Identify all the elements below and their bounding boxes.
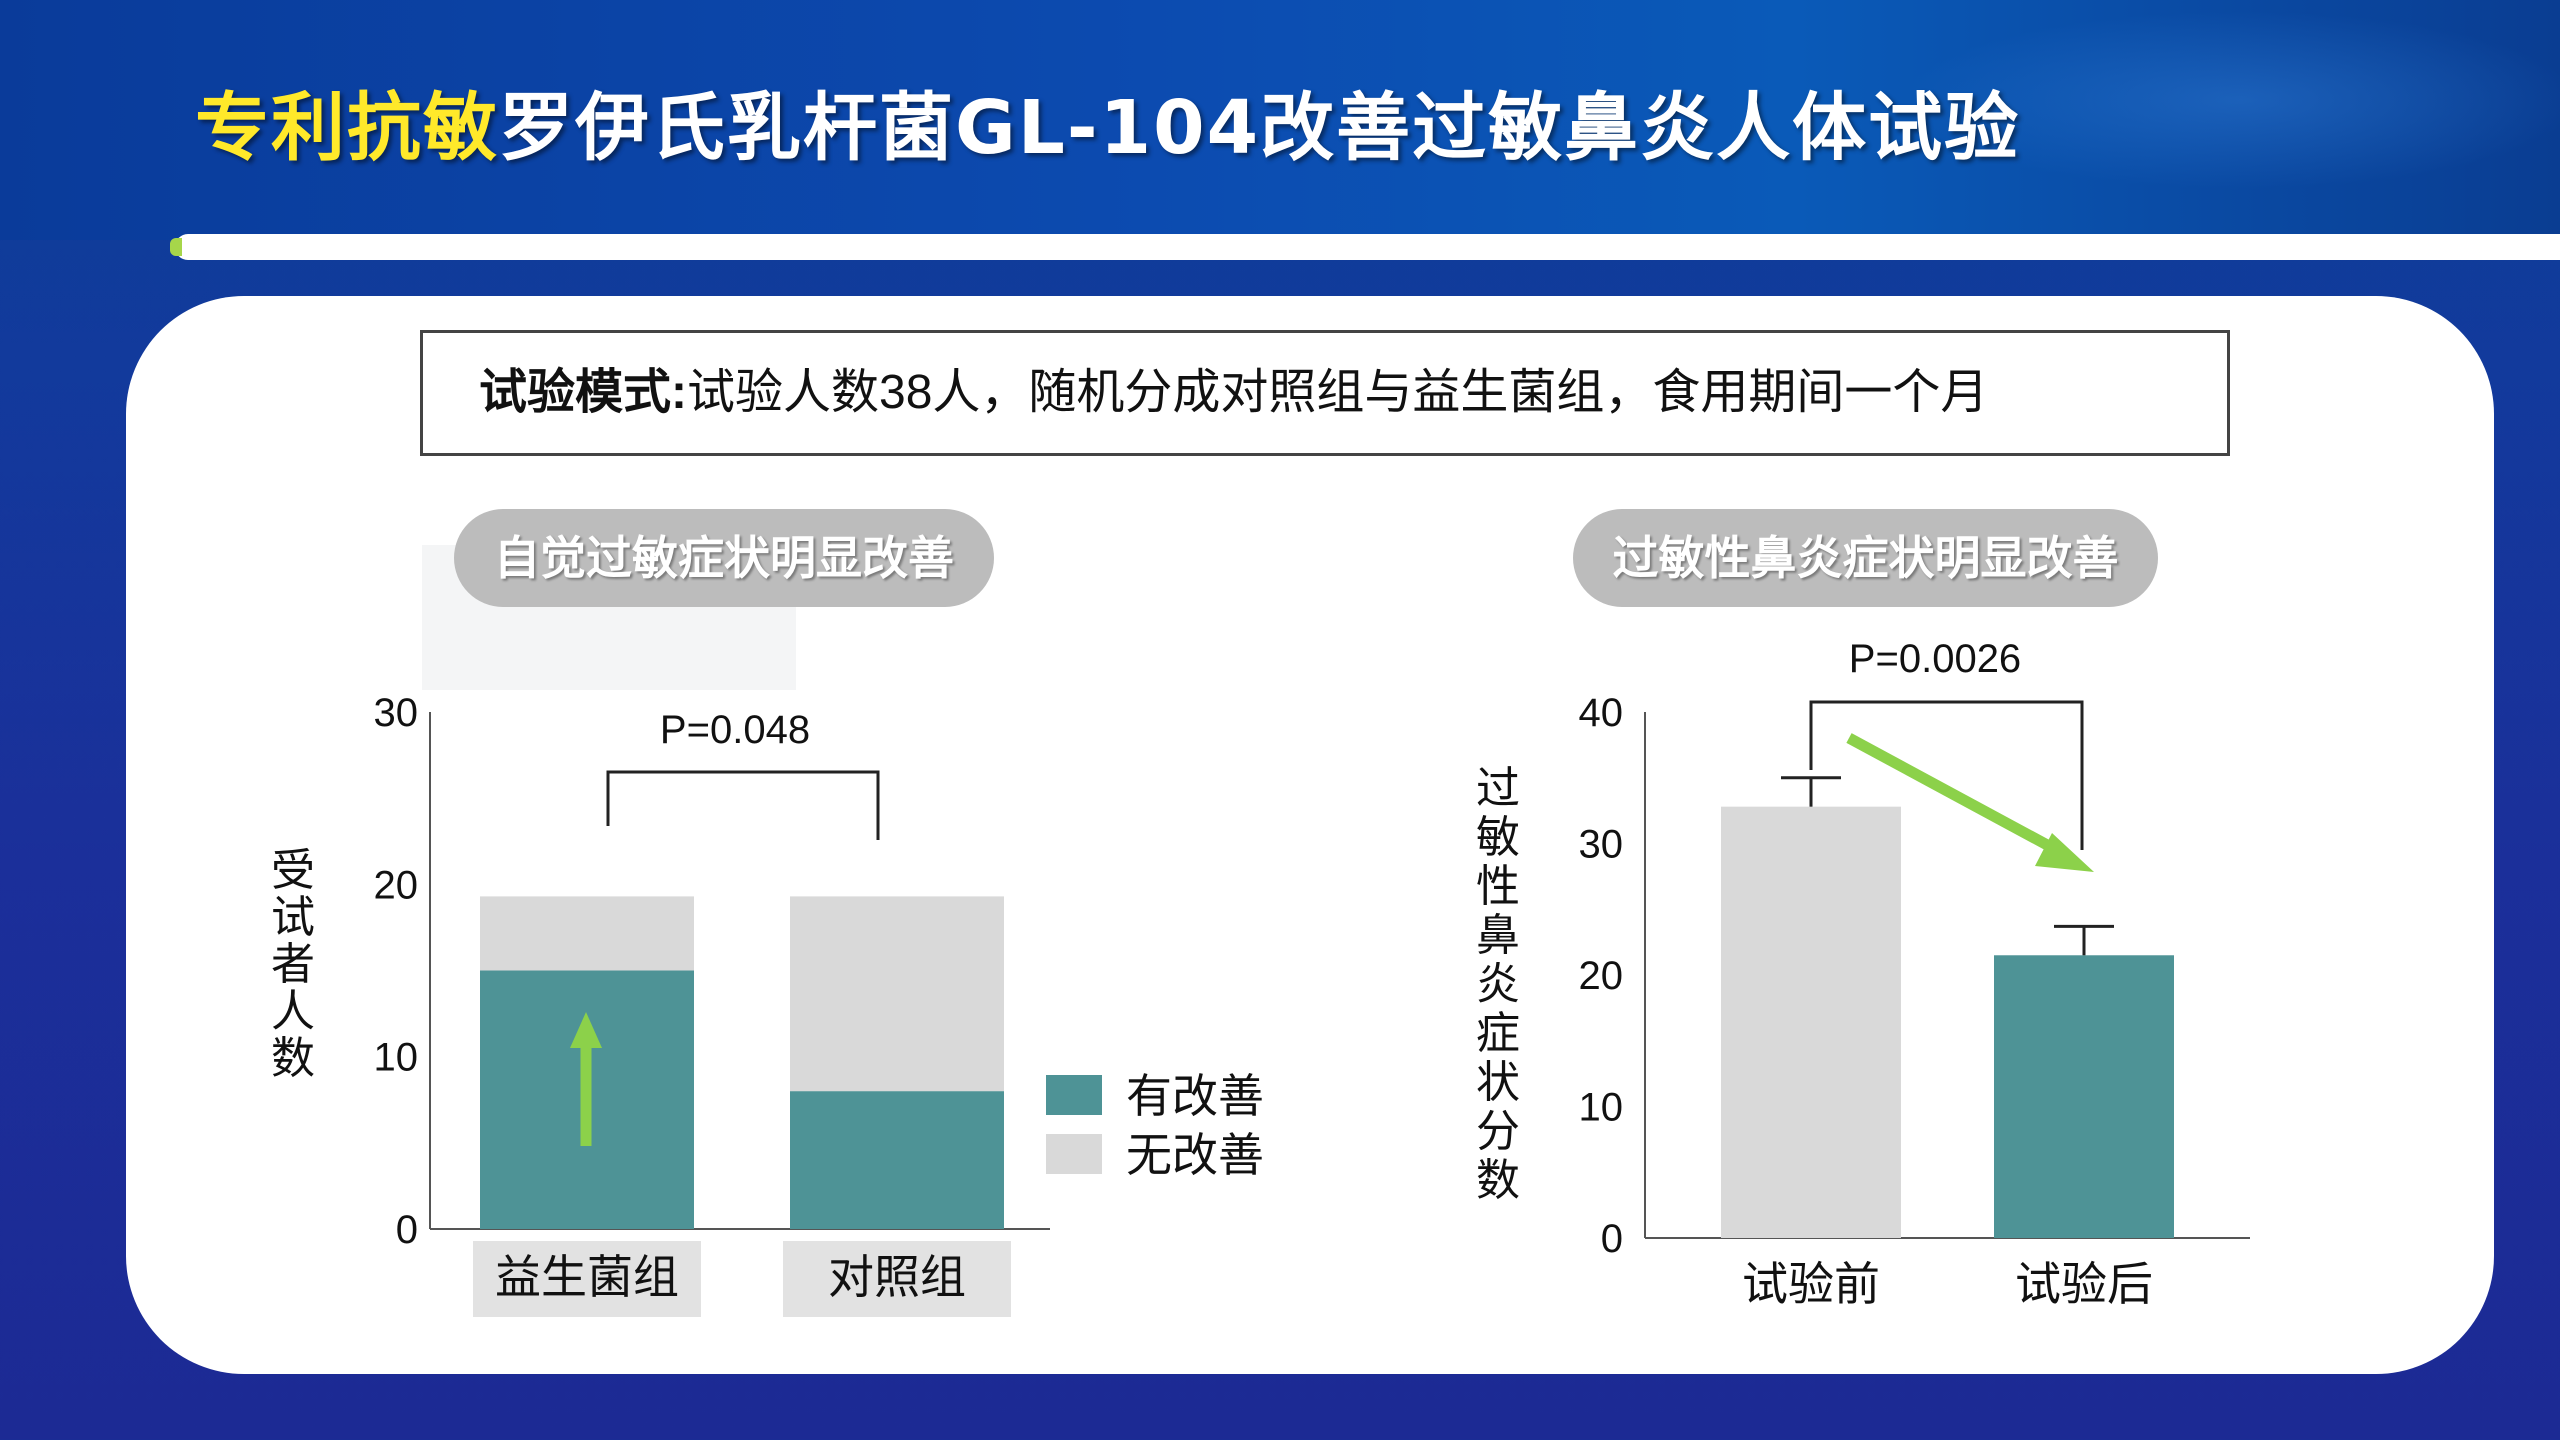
- trial-note-box: 试验模式:试验人数38人，随机分成对照组与益生菌组，食用期间一个月: [420, 330, 2230, 456]
- title-accent: 专利抗敏: [195, 85, 499, 171]
- chart1-category-label: 对照组: [828, 1251, 966, 1303]
- chart1-title-pill: 自觉过敏症状明显改善: [454, 509, 994, 607]
- chart2-y-label-char: 过: [1476, 764, 1520, 813]
- chart1-category-box: [473, 1241, 701, 1317]
- chart2-y-label-char: 症: [1476, 1009, 1520, 1058]
- chart2-y-label-char: 鼻: [1476, 911, 1520, 960]
- chart1-significance-bracket: [606, 770, 880, 840]
- chart1-category-box: [783, 1241, 1011, 1317]
- chart1-y-tick-label: 0: [396, 1208, 418, 1252]
- chart1-legend-label: 无改善: [1126, 1129, 1264, 1181]
- chart1-y-label-char: 试: [271, 893, 315, 942]
- chart1-legend-label: 有改善: [1126, 1070, 1264, 1122]
- chart1-category-label: 益生菌组: [495, 1251, 679, 1303]
- chart2-significance-bracket: [1809, 700, 2084, 850]
- chart2-bar: [1994, 955, 2174, 1238]
- chart2-title-pill: 过敏性鼻炎症状明显改善: [1573, 509, 2158, 607]
- chart1-y-label-char: 受: [271, 846, 315, 895]
- chart2-p-value: P=0.0026: [1849, 637, 2021, 681]
- chart2-down-arrow-head: [2035, 833, 2094, 872]
- chart2-y-label-char: 状: [1476, 1058, 1520, 1107]
- trial-note-label: 试验模式:: [479, 366, 687, 419]
- chart1-y-tick-label: 30: [374, 691, 419, 735]
- chart1-legend-swatch: [1046, 1134, 1102, 1174]
- page-title: 专利抗敏罗伊氏乳杆菌GL-104改善过敏鼻炎人体试验: [195, 78, 2020, 178]
- chart2-y-tick-label: 40: [1579, 691, 1624, 735]
- chart2-y-tick-label: 10: [1579, 1086, 1624, 1130]
- chart2-category-label: 试验前: [1742, 1258, 1880, 1310]
- chart1-y-label-char: 人: [271, 987, 315, 1036]
- chart1-up-arrow-head: [570, 1012, 602, 1048]
- title-underline-tip: [170, 238, 182, 256]
- title-main: 罗伊氏乳杆菌GL-104改善过敏鼻炎人体试验: [499, 85, 2021, 171]
- chart2-y-label-char: 敏: [1476, 813, 1520, 862]
- chart2-y-label-char: 分: [1476, 1107, 1520, 1156]
- chart2-category-label: 试验后: [2015, 1258, 2153, 1310]
- chart2-bar: [1721, 806, 1901, 1238]
- trial-note-text: 试验人数38人，随机分成对照组与益生菌组，食用期间一个月: [687, 366, 1989, 419]
- chart1-y-tick-label: 10: [374, 1036, 419, 1080]
- chart2-y-label-char: 炎: [1476, 960, 1520, 1009]
- header-band: [0, 0, 2560, 240]
- chart2-down-arrow-shaft: [1846, 733, 2065, 858]
- chart2-y-tick-label: 0: [1601, 1217, 1623, 1261]
- chart1-legend-swatch: [1046, 1075, 1102, 1115]
- chart2-y-label-char: 数: [1476, 1156, 1520, 1205]
- chart2-y-tick-label: 30: [1579, 823, 1624, 867]
- chart1-bar-not-improved: [480, 896, 694, 971]
- chart1-y-label-char: 者: [271, 940, 315, 989]
- chart1-y-tick-label: 20: [374, 863, 419, 907]
- chart1-y-label-char: 数: [271, 1034, 315, 1083]
- header-glow: [1900, 10, 2560, 190]
- chart1-bar-improved: [790, 1091, 1004, 1229]
- title-underline: [175, 234, 2560, 260]
- chart1-bar-not-improved: [790, 896, 1004, 1092]
- chart2-y-tick-label: 20: [1579, 954, 1624, 998]
- chart1-p-value: P=0.048: [660, 708, 810, 752]
- chart2-y-label-char: 性: [1476, 862, 1520, 911]
